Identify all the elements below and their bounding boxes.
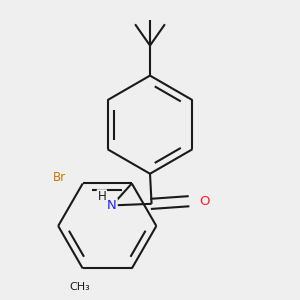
- Text: CH₃: CH₃: [69, 282, 90, 292]
- Text: N: N: [107, 199, 117, 212]
- Text: Br: Br: [52, 171, 65, 184]
- Text: O: O: [199, 195, 210, 208]
- Text: H: H: [98, 190, 106, 203]
